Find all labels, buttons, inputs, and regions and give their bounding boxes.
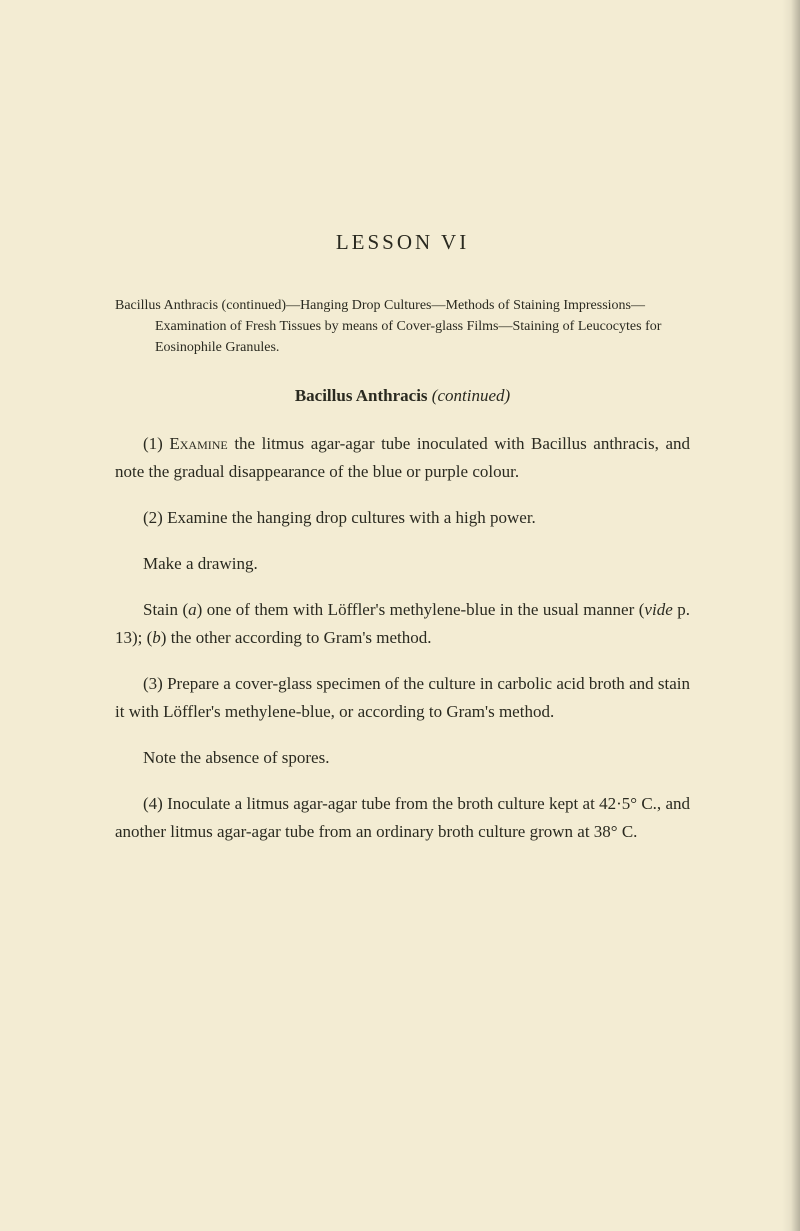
p4-g: ) the other according to Gram's method. — [161, 628, 432, 647]
summary-text: Bacillus Anthracis (continued)—Hanging D… — [115, 298, 661, 355]
paragraph-1: (1) Examine the litmus agar-agar tube in… — [115, 430, 690, 486]
paragraph-3: Make a drawing. — [115, 550, 690, 578]
p4-a: Stain ( — [143, 600, 188, 619]
subtitle-italic: (continued) — [432, 386, 510, 405]
summary-paragraph: Bacillus Anthracis (continued)—Hanging D… — [115, 295, 690, 358]
p1-examine: Examine — [169, 434, 227, 453]
paragraph-4: Stain (a) one of them with Löffler's met… — [115, 596, 690, 652]
p4-d: vide — [644, 600, 672, 619]
lesson-title: LESSON VI — [115, 230, 690, 255]
subtitle-bold: Bacillus Anthracis — [295, 386, 428, 405]
p1-prefix: (1) — [143, 434, 169, 453]
spine-shadow — [782, 0, 800, 1231]
page-content: LESSON VI Bacillus Anthracis (continued)… — [0, 0, 800, 925]
p4-f: b — [152, 628, 161, 647]
p4-c: ) one of them with Löffler's methylene-b… — [197, 600, 645, 619]
paragraph-5: (3) Prepare a cover-glass specimen of th… — [115, 670, 690, 726]
paragraph-6: Note the absence of spores. — [115, 744, 690, 772]
paragraph-2: (2) Examine the hanging drop cultures wi… — [115, 504, 690, 532]
p4-b: a — [188, 600, 197, 619]
paragraph-7: (4) Inoculate a litmus agar-agar tube fr… — [115, 790, 690, 846]
subtitle: Bacillus Anthracis (continued) — [115, 386, 690, 406]
